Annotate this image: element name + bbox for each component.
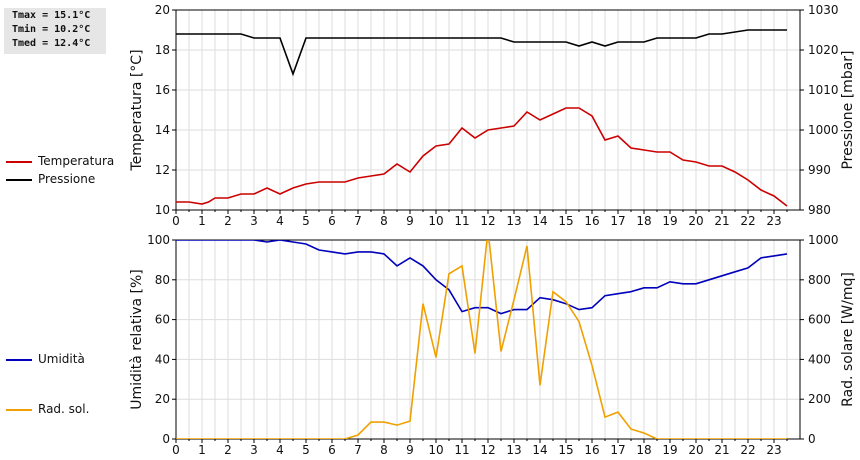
y-tick-label: 20 <box>155 3 170 17</box>
y2-tick-label: 1000 <box>808 123 839 137</box>
x-tick-label: 5 <box>302 214 310 228</box>
legend-label-pressione: Pressione <box>38 172 96 186</box>
x-tick-label: 4 <box>276 214 284 228</box>
x-tick-label: 14 <box>532 214 547 228</box>
x-tick-label: 9 <box>406 443 414 457</box>
x-tick-label: 17 <box>610 443 625 457</box>
x-tick-label: 0 <box>172 214 180 228</box>
y2-tick-label: 0 <box>808 432 816 446</box>
y-tick-label: 80 <box>155 273 170 287</box>
x-tick-label: 20 <box>688 214 703 228</box>
y-tick-label: 12 <box>155 163 170 177</box>
x-tick-label: 8 <box>380 214 388 228</box>
x-tick-label: 8 <box>380 443 388 457</box>
chart-panel-1: 0 1 2 3 4 5 6 7 8 9 10 11 12 13 14 15 16 17 18 19 20 21 22 2310… <box>129 3 856 228</box>
x-tick-label: 9 <box>406 214 414 228</box>
x-tick-label: 16 <box>584 214 599 228</box>
y2-tick-label: 1030 <box>808 3 839 17</box>
x-tick-label: 2 <box>224 214 232 228</box>
series-line-temperatura <box>176 107 788 207</box>
x-tick-label: 22 <box>740 443 755 457</box>
x-tick-label: 17 <box>610 214 625 228</box>
y-tick-label: 60 <box>155 313 170 327</box>
x-tick-label: 15 <box>558 214 573 228</box>
legend-label-umidita: Umidità <box>38 352 85 366</box>
y-axis-title: Temperatura [°C] <box>129 49 145 171</box>
x-tick-label: 15 <box>558 443 573 457</box>
x-tick-label: 1 <box>198 443 206 457</box>
y2-tick-label: 400 <box>808 352 831 366</box>
x-tick-label: 19 <box>662 443 677 457</box>
x-tick-label: 19 <box>662 214 677 228</box>
tmax-text: Tmax = 15.1°C <box>12 10 91 21</box>
y2-tick-label: 800 <box>808 273 831 287</box>
y-tick-label: 0 <box>162 432 170 446</box>
y2-axis-title: Rad. solare [W/mq] <box>840 272 856 407</box>
legend-swatch-rad-sol <box>6 409 32 411</box>
y-tick-label: 16 <box>155 83 170 97</box>
x-tick-label: 11 <box>454 214 469 228</box>
x-tick-label: 23 <box>766 443 781 457</box>
y-axis-title: Umidità relativa [%] <box>129 269 145 410</box>
y2-axis-title: Pressione [mbar] <box>840 50 856 169</box>
x-tick-label: 6 <box>328 214 336 228</box>
x-tick-label: 3 <box>250 214 258 228</box>
y2-tick-label: 1020 <box>808 43 839 57</box>
y2-tick-label: 980 <box>808 203 831 217</box>
legend-swatch-pressione <box>6 179 32 181</box>
y-tick-label: 40 <box>155 352 170 366</box>
chart-panel-2: 0 1 2 3 4 5 6 7 8 9 10 11 12 13 14 15 16 17 18 19 20 21 22 2302… <box>129 233 856 457</box>
y-tick-label: 10 <box>155 203 170 217</box>
x-tick-label: 11 <box>454 443 469 457</box>
x-tick-label: 0 <box>172 443 180 457</box>
y-tick-label: 100 <box>147 233 170 247</box>
x-tick-label: 7 <box>354 214 362 228</box>
y2-tick-label: 600 <box>808 313 831 327</box>
x-tick-label: 4 <box>276 443 284 457</box>
y2-tick-label: 1010 <box>808 83 839 97</box>
y-tick-label: 20 <box>155 392 170 406</box>
x-tick-label: 21 <box>714 214 729 228</box>
x-tick-label: 1 <box>198 214 206 228</box>
y-tick-label: 18 <box>155 43 170 57</box>
x-tick-label: 7 <box>354 443 362 457</box>
tmed-text: Tmed = 12.4°C <box>12 38 91 49</box>
x-tick-label: 3 <box>250 443 258 457</box>
y2-tick-label: 200 <box>808 392 831 406</box>
legend-swatch-umidita <box>6 359 32 361</box>
x-tick-label: 12 <box>480 214 495 228</box>
x-tick-label: 12 <box>480 443 495 457</box>
x-tick-label: 18 <box>636 443 651 457</box>
legend-label-rad-sol: Rad. sol. <box>38 402 90 416</box>
legend-label-temperatura: Temperatura <box>38 154 115 168</box>
series-line-rad-sol <box>176 240 787 439</box>
stats-box: Tmax = 15.1°C Tmin = 10.2°C Tmed = 12.4°… <box>4 8 106 54</box>
x-tick-label: 18 <box>636 214 651 228</box>
x-tick-label: 13 <box>506 443 521 457</box>
x-tick-label: 10 <box>428 214 443 228</box>
tmin-text: Tmin = 10.2°C <box>12 24 91 35</box>
x-tick-label: 21 <box>714 443 729 457</box>
x-tick-label: 16 <box>584 443 599 457</box>
x-tick-label: 22 <box>740 214 755 228</box>
y2-tick-label: 990 <box>808 163 831 177</box>
x-tick-label: 2 <box>224 443 232 457</box>
x-tick-label: 13 <box>506 214 521 228</box>
series-line-umidita <box>176 240 788 315</box>
y2-tick-label: 1000 <box>808 233 839 247</box>
y-tick-label: 14 <box>155 123 170 137</box>
series-line-pressione <box>176 29 787 77</box>
legend-swatch-temperatura <box>6 161 32 163</box>
x-tick-label: 6 <box>328 443 336 457</box>
x-tick-label: 20 <box>688 443 703 457</box>
x-tick-label: 10 <box>428 443 443 457</box>
x-tick-label: 23 <box>766 214 781 228</box>
x-tick-label: 14 <box>532 443 547 457</box>
x-tick-label: 5 <box>302 443 310 457</box>
